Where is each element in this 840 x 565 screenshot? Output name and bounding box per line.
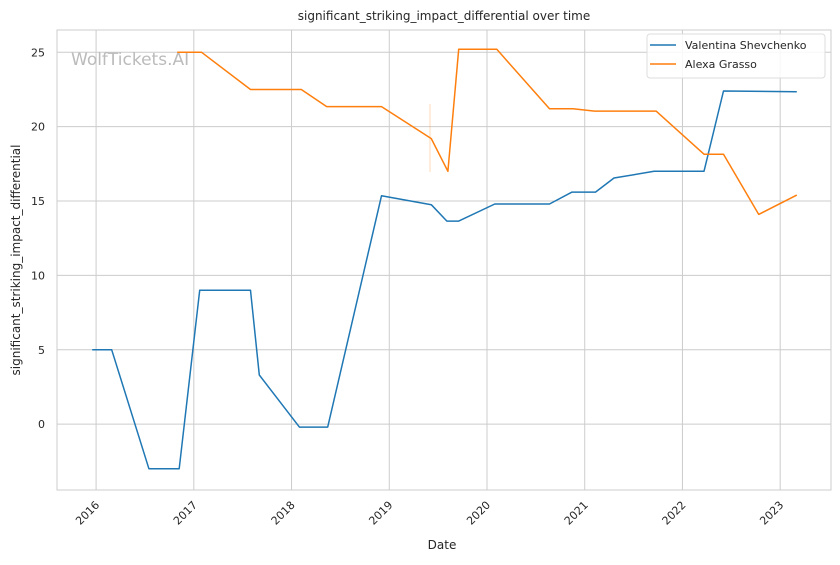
plot-area: [57, 30, 831, 490]
x-tick-label: 2019: [366, 499, 395, 528]
x-tick-label: 2023: [757, 499, 786, 528]
y-tick-label: 0: [38, 418, 45, 431]
legend: Valentina Shevchenko Alexa Grasso: [647, 34, 825, 78]
x-tick-label: 2022: [660, 499, 689, 528]
legend-label-alexa: Alexa Grasso: [685, 58, 757, 71]
x-tick-label: 2020: [464, 499, 493, 528]
legend-label-valentina: Valentina Shevchenko: [685, 39, 807, 52]
y-tick-label: 20: [31, 121, 45, 134]
y-tick-label: 15: [31, 195, 45, 208]
y-tick-label: 10: [31, 269, 45, 282]
x-tick-label: 2021: [562, 499, 591, 528]
chart-title: significant_striking_impact_differential…: [298, 9, 590, 23]
x-tick-label: 2018: [269, 499, 298, 528]
watermark: WolfTickets.AI: [71, 50, 189, 70]
y-tick-label: 25: [31, 46, 45, 59]
x-axis-label: Date: [428, 538, 457, 552]
y-axis-label: significant_striking_impact_differential: [9, 145, 23, 376]
y-tick-label: 5: [38, 344, 45, 357]
x-tick-label: 2016: [73, 499, 102, 528]
x-tick-label: 2017: [171, 499, 200, 528]
